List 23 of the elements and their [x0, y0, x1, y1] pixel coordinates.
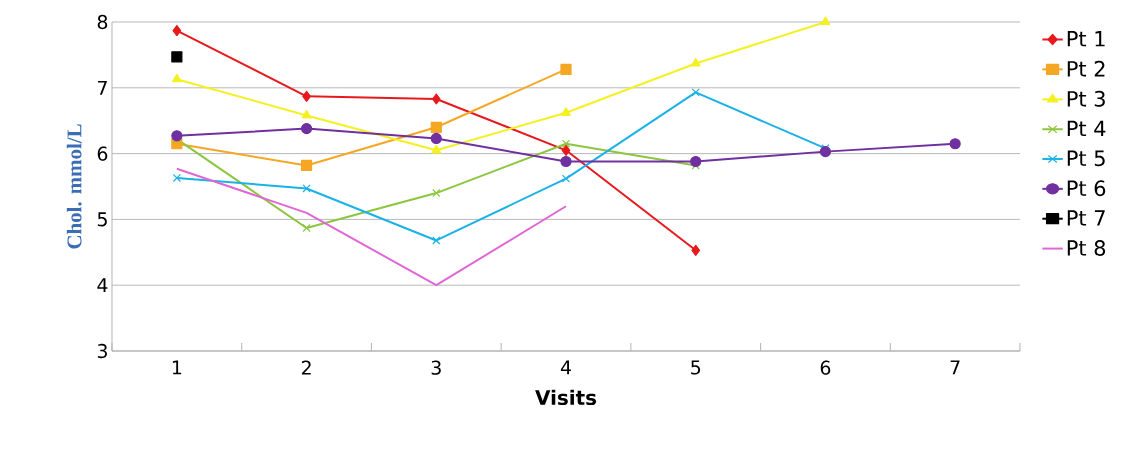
- x-tick-label: 6: [820, 360, 831, 375]
- x-axis-title: Visits: [535, 389, 597, 406]
- legend-label: Pt 3: [1067, 90, 1105, 107]
- x-tick-label: 1: [172, 360, 182, 375]
- x-tick-label: 4: [560, 360, 571, 375]
- y-tick-label: 4: [97, 278, 108, 293]
- legend-label: Pt 8: [1067, 240, 1106, 256]
- x-tick-label: 5: [691, 360, 701, 375]
- y-axis-title: Chol. mmol/L: [66, 124, 82, 249]
- x-tick-label: 7: [950, 360, 960, 375]
- legend-label: Pt 2: [1067, 60, 1105, 77]
- y-tick-label: 8: [97, 14, 108, 30]
- y-tick-label: 5: [97, 212, 107, 227]
- legend-label: Pt 1: [1067, 31, 1105, 47]
- legend-label: Pt 4: [1067, 120, 1106, 137]
- y-tick-label: 7: [97, 80, 107, 95]
- y-tick-label: 6: [97, 146, 108, 161]
- legend-label: Pt 6: [1067, 180, 1106, 197]
- x-tick-label: 2: [301, 360, 311, 375]
- x-tick-label: 3: [431, 360, 441, 375]
- legend-label: Pt 7: [1067, 210, 1105, 226]
- y-tick-label: 3: [97, 343, 107, 359]
- legend-label: Pt 5: [1067, 150, 1105, 167]
